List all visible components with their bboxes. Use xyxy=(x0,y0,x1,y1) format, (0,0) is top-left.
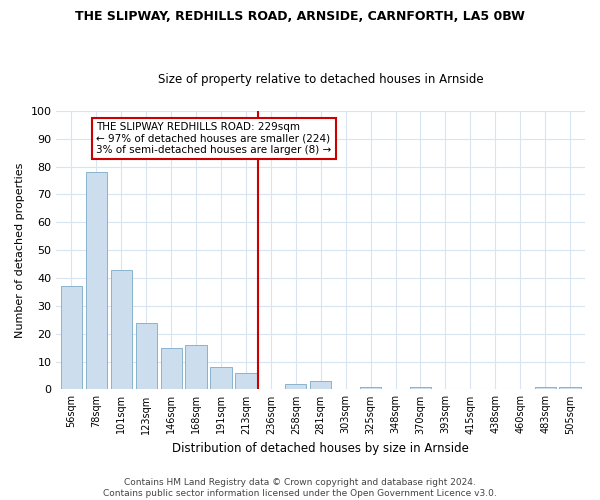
Bar xyxy=(360,386,381,390)
Title: Size of property relative to detached houses in Arnside: Size of property relative to detached ho… xyxy=(158,73,484,86)
Bar xyxy=(211,367,232,390)
Bar xyxy=(185,345,206,390)
Text: THE SLIPWAY REDHILLS ROAD: 229sqm
← 97% of detached houses are smaller (224)
3% : THE SLIPWAY REDHILLS ROAD: 229sqm ← 97% … xyxy=(97,122,332,155)
Bar xyxy=(136,322,157,390)
Bar xyxy=(235,372,257,390)
Bar xyxy=(86,172,107,390)
Bar xyxy=(310,381,331,390)
Y-axis label: Number of detached properties: Number of detached properties xyxy=(15,162,25,338)
X-axis label: Distribution of detached houses by size in Arnside: Distribution of detached houses by size … xyxy=(172,442,469,455)
Bar xyxy=(559,386,581,390)
Text: THE SLIPWAY, REDHILLS ROAD, ARNSIDE, CARNFORTH, LA5 0BW: THE SLIPWAY, REDHILLS ROAD, ARNSIDE, CAR… xyxy=(75,10,525,23)
Bar xyxy=(61,286,82,390)
Bar xyxy=(535,386,556,390)
Bar xyxy=(110,270,132,390)
Bar xyxy=(410,386,431,390)
Text: Contains HM Land Registry data © Crown copyright and database right 2024.
Contai: Contains HM Land Registry data © Crown c… xyxy=(103,478,497,498)
Bar xyxy=(161,348,182,390)
Bar xyxy=(285,384,307,390)
